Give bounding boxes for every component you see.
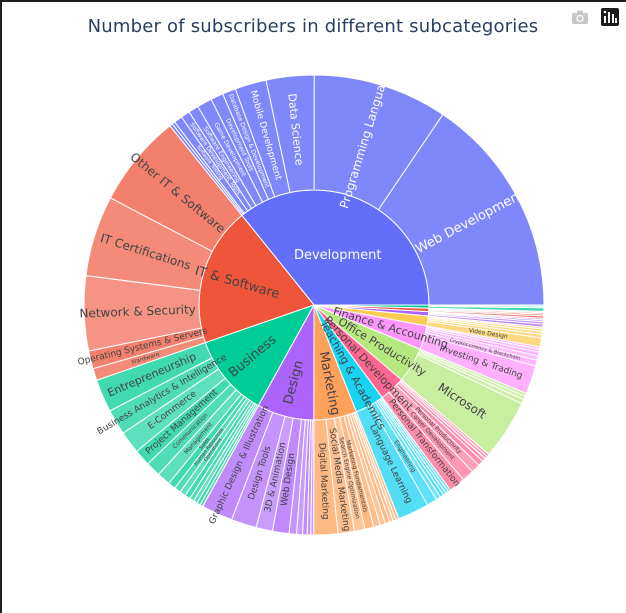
subsector-web-development[interactable] — [377, 113, 545, 306]
chart-title: Number of subscribers in different subca… — [87, 16, 539, 37]
plotly-logo-icon[interactable] — [600, 8, 620, 26]
outer-ring — [83, 74, 545, 536]
window-frame-left — [0, 0, 2, 613]
camera-icon[interactable] — [570, 8, 590, 26]
subsector-label-digital-marketing: Digital Marketing — [316, 443, 330, 520]
sector-label-development: Development — [294, 248, 382, 263]
window-frame-top — [0, 0, 626, 2]
modebar — [570, 8, 620, 26]
subsector-label-network-and-security: Network & Security — [79, 302, 196, 320]
inner-ring — [198, 189, 430, 421]
subsector-music-2[interactable] — [428, 304, 545, 307]
